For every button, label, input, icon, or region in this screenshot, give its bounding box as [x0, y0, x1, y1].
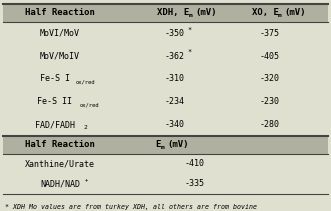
Text: NADH/NAD: NADH/NAD	[40, 179, 80, 188]
Text: -410: -410	[185, 159, 205, 168]
Text: E: E	[155, 141, 161, 149]
Text: -320: -320	[260, 74, 280, 83]
Bar	[3, 4, 328, 22]
Text: (mV): (mV)	[284, 8, 306, 18]
Text: *: *	[187, 26, 191, 32]
Text: -280: -280	[260, 120, 280, 129]
Text: -230: -230	[260, 97, 280, 106]
Text: -234: -234	[165, 97, 185, 106]
Text: FAD/FADH: FAD/FADH	[35, 120, 75, 129]
Text: Fe-S I: Fe-S I	[40, 74, 70, 83]
Text: m: m	[189, 13, 193, 18]
Text: +: +	[85, 177, 88, 182]
Text: -340: -340	[165, 120, 185, 129]
Text: -350: -350	[165, 29, 185, 38]
Text: Half Reaction: Half Reaction	[25, 8, 95, 18]
Text: -335: -335	[185, 179, 205, 188]
Text: m: m	[278, 13, 282, 18]
Text: (mV): (mV)	[195, 8, 216, 18]
Text: MoVI/MoV: MoVI/MoV	[40, 29, 80, 38]
Text: MoV/MoIV: MoV/MoIV	[40, 52, 80, 61]
Text: m: m	[161, 145, 165, 150]
Text: 2: 2	[83, 125, 87, 130]
Text: ox/red: ox/red	[79, 102, 99, 107]
Text: XO, E: XO, E	[252, 8, 279, 18]
Text: *: *	[187, 49, 191, 55]
Text: Xanthine/Urate: Xanthine/Urate	[25, 159, 95, 168]
Text: * XDH Mo values are from turkey XDH, all others are from bovine: * XDH Mo values are from turkey XDH, all…	[5, 204, 257, 210]
Text: -310: -310	[165, 74, 185, 83]
Text: Half Reaction: Half Reaction	[25, 141, 95, 149]
Bar	[3, 136, 328, 154]
Text: -405: -405	[260, 52, 280, 61]
Text: -375: -375	[260, 29, 280, 38]
Text: (mV): (mV)	[167, 141, 188, 149]
Text: ox/red: ox/red	[76, 79, 96, 84]
Text: XDH, E: XDH, E	[157, 8, 189, 18]
Text: Fe-S II: Fe-S II	[37, 97, 72, 106]
Text: -362: -362	[165, 52, 185, 61]
